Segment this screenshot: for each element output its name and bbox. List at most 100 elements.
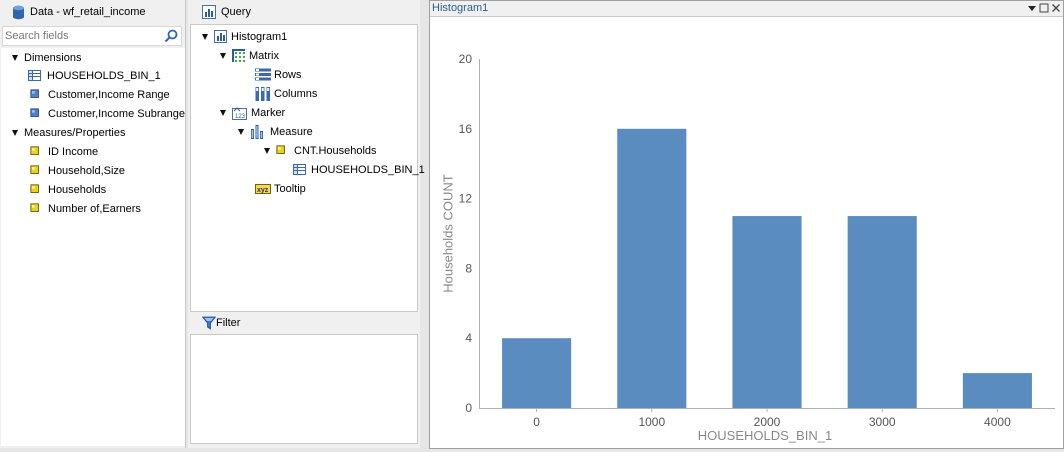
histogram-chart: 0 4 8 12 16 20 0 1000 2000 3000 4000 HOUSEHOLDS_B…: [441, 52, 1055, 443]
histogram-bar[interactable]: [617, 128, 687, 409]
tree-label: HOUSEHOLDS_BIN_1: [311, 163, 425, 176]
field-item[interactable]: Households: [30, 180, 106, 199]
x-tick-label: 1000: [638, 415, 665, 429]
field-item[interactable]: Customer,Income Subrange: [30, 104, 185, 123]
dimensions-label: Dimensions: [24, 51, 82, 64]
search-box[interactable]: [2, 26, 182, 46]
tree-label: Tooltip: [274, 182, 306, 195]
tree-node-matrix[interactable]: Matrix: [220, 46, 279, 65]
chart-titlebar: Histogram1: [430, 1, 1063, 17]
dropdown-arrow-icon[interactable]: [1027, 3, 1037, 13]
database-icon: [13, 5, 24, 19]
field-label: Households: [48, 183, 107, 196]
tree-label: Marker: [251, 106, 286, 119]
data-panel-header: Data - wf_retail_income: [0, 0, 185, 24]
y-axis: 0 4 8 12 16 20: [459, 52, 473, 415]
tree-node-tooltip[interactable]: xyz Tooltip: [255, 179, 306, 198]
x-tick-label: 2000: [754, 415, 781, 429]
filter-title: Filter: [216, 317, 241, 329]
query-panel: Query Histogram1: [188, 0, 425, 448]
measures-node[interactable]: Measures/Properties: [12, 123, 126, 142]
field-label: Number of,Earners: [48, 202, 141, 215]
measures-label: Measures/Properties: [24, 126, 126, 139]
chart-bar-icon: [214, 30, 227, 43]
tree-label: Measure: [270, 125, 313, 138]
close-icon[interactable]: [1051, 3, 1061, 13]
y-tick-label: 8: [465, 261, 472, 275]
histogram-bar[interactable]: [962, 373, 1032, 408]
field-item[interactable]: Customer,Income Range: [30, 85, 170, 104]
field-label: ID Income: [48, 145, 99, 158]
histogram-bar[interactable]: [732, 216, 802, 408]
svg-text:123: 123: [235, 114, 246, 120]
maximize-icon[interactable]: [1039, 3, 1049, 13]
chart-bar-icon: [202, 5, 216, 19]
tree-label: Histogram1: [231, 30, 288, 43]
field-label: Customer,Income Subrange: [48, 107, 185, 120]
collapse-arrow-icon[interactable]: [12, 129, 18, 136]
collapse-arrow-icon[interactable]: [264, 147, 270, 154]
bars-icon: [251, 124, 263, 139]
yellow-square-icon: [30, 146, 39, 155]
x-axis: 0 1000 2000 3000 4000: [533, 408, 1011, 429]
search-icon[interactable]: [164, 29, 178, 43]
histogram-bar[interactable]: [502, 338, 572, 408]
dimensions-node[interactable]: Dimensions: [12, 48, 81, 67]
query-panel-title: Query: [221, 6, 251, 18]
y-tick-label: 12: [459, 192, 473, 206]
marker-icon: 123: [232, 106, 247, 120]
tree-label: Rows: [274, 68, 302, 81]
x-axis-title: HOUSEHOLDS_BIN_1: [698, 428, 832, 443]
query-tree: Histogram1 Matrix: [190, 24, 425, 312]
grid-icon: [232, 49, 245, 62]
field-tree: Dimensions HOUSEHOLDS_BIN_1 Customer,Inc…: [1, 48, 185, 446]
collapse-arrow-icon[interactable]: [238, 128, 244, 135]
collapse-arrow-icon[interactable]: [220, 109, 226, 116]
field-item[interactable]: Number of,Earners: [30, 199, 141, 218]
search-input[interactable]: [5, 28, 155, 44]
tree-node-measure[interactable]: Measure: [238, 122, 313, 141]
filter-drop-zone[interactable]: [190, 334, 418, 444]
query-panel-header: Query: [188, 0, 420, 24]
svg-text:xyz: xyz: [257, 187, 269, 194]
tree-node-measure-field[interactable]: CNT.Households: [264, 141, 377, 160]
collapse-arrow-icon[interactable]: [202, 33, 208, 40]
blue-square-icon: [30, 108, 39, 117]
field-label: HOUSEHOLDS_BIN_1: [47, 69, 161, 82]
tree-node-columns[interactable]: Columns: [255, 84, 317, 103]
tree-node-histogram[interactable]: Histogram1: [202, 27, 287, 46]
histogram-bar[interactable]: [847, 216, 917, 408]
collapse-arrow-icon[interactable]: [12, 54, 18, 61]
collapse-arrow-icon[interactable]: [220, 52, 226, 59]
yellow-square-icon: [30, 203, 39, 212]
field-label: Household,Size: [48, 164, 126, 177]
blue-square-icon: [30, 89, 39, 98]
chart-panel-title: Histogram1: [432, 2, 489, 14]
funnel-icon: [202, 316, 216, 330]
yellow-square-icon: [30, 184, 39, 193]
y-tick-label: 20: [459, 52, 473, 66]
x-tick-label: 4000: [984, 415, 1011, 429]
field-item[interactable]: ID Income: [30, 142, 98, 161]
x-tick-label: 0: [533, 415, 540, 429]
rows-icon: [255, 68, 271, 81]
tree-node-rows[interactable]: Rows: [255, 65, 302, 84]
data-panel-title: Data - wf_retail_income: [30, 6, 146, 18]
data-panel: Data - wf_retail_income Dimensions HOUSE…: [0, 0, 186, 448]
field-item[interactable]: Household,Size: [30, 161, 125, 180]
table-icon: [293, 164, 306, 175]
table-icon: [28, 70, 41, 81]
y-tick-label: 16: [459, 122, 473, 136]
x-tick-label: 3000: [869, 415, 896, 429]
tree-node-marker[interactable]: 123 Marker: [220, 103, 285, 122]
y-axis-title: Households COUNT: [441, 174, 456, 293]
field-item[interactable]: HOUSEHOLDS_BIN_1: [28, 66, 161, 85]
tree-label: CNT.Households: [294, 144, 377, 157]
tree-label: Columns: [274, 87, 318, 100]
y-tick-label: 0: [465, 401, 472, 415]
tooltip-icon: xyz: [255, 183, 271, 194]
chart-panel: Histogram1 0 4 8 12 16 20 0 1000 2000 3000 4000 H…: [429, 0, 1064, 449]
yellow-square-icon: [276, 145, 285, 154]
tree-node-bin-field[interactable]: HOUSEHOLDS_BIN_1: [293, 160, 425, 179]
columns-icon: [255, 86, 270, 101]
